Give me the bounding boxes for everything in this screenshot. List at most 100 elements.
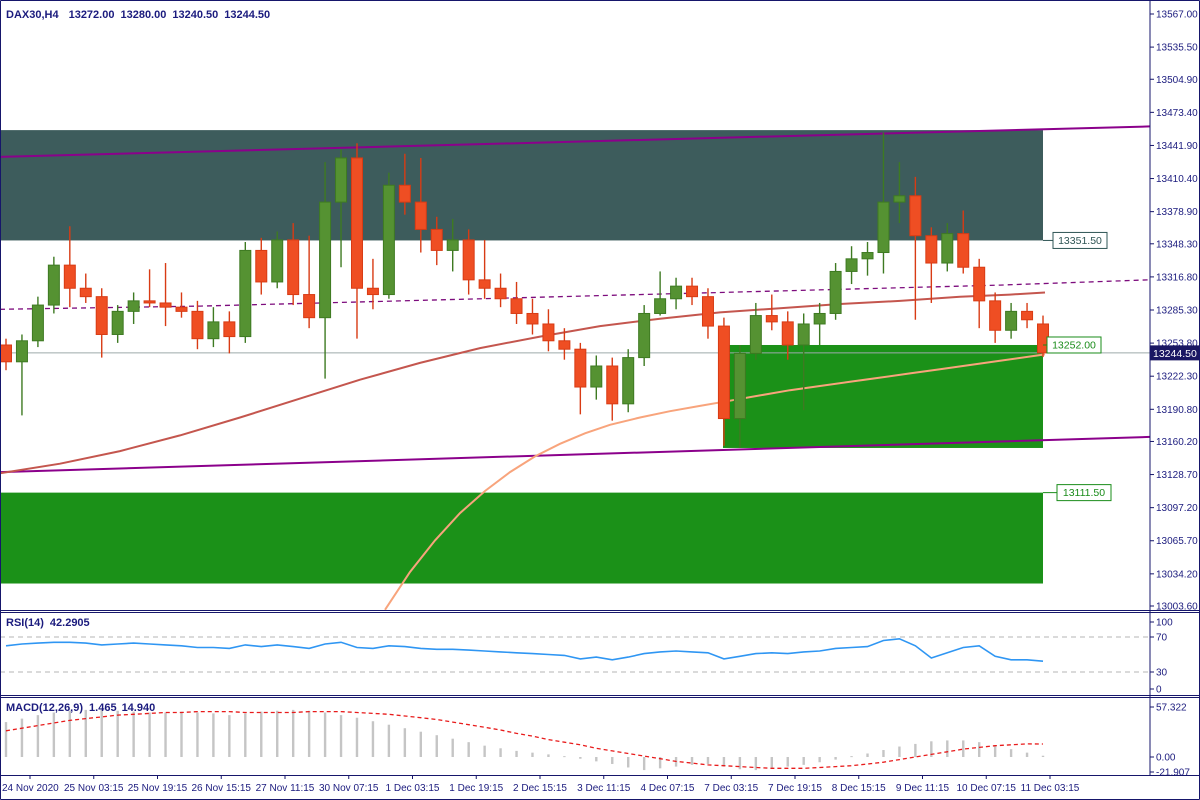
time-axis-label: 9 Dec 11:15 [896,783,950,794]
macd-histogram-bar [786,757,789,767]
candle [654,271,667,316]
candle [909,176,922,320]
level-label-13351.50[interactable]: 13351.50 [1043,231,1108,249]
macd-histogram-bar [595,757,598,762]
candle [143,269,156,308]
macd-histogram-bar [738,757,742,770]
macd-histogram-bar [499,748,502,757]
candle [829,263,842,320]
price-axis-label: 13535.50 [1156,43,1198,54]
macd-histogram-bar [228,715,231,757]
price-axis[interactable]: 13567.00 13535.50 13504.90 13473.40 13441.90… [1150,10,1200,613]
candle [893,162,906,224]
time-axis-label: 11 Dec 03:15 [1021,783,1080,794]
candle [765,294,778,331]
candle [207,307,220,348]
macd-histogram-bar [882,750,885,757]
candle [175,292,188,318]
demand-zone-lower[interactable] [0,492,1043,584]
candle [478,239,491,299]
upper-trendline[interactable] [0,125,1151,158]
macd-histogram-bar [850,756,853,758]
macd-histogram-bar [627,757,630,768]
macd-histogram-bar [20,718,24,757]
price-axis-label: 13128.70 [1156,470,1198,481]
macd-histogram-bar [276,710,279,757]
rsi-label: RSI(14) 42.2905 [6,617,90,629]
candle [717,317,730,446]
candle [813,302,826,345]
macd-histogram-bar [977,742,981,757]
macd-histogram-bar [898,746,901,757]
macd-histogram-bar [323,712,327,757]
price-axis-label: 13190.80 [1156,405,1198,416]
macd-histogram-bar [914,743,917,757]
price-axis-label: 13410.40 [1156,174,1198,185]
candle [414,157,427,253]
macd-histogram-bar [690,757,694,765]
symbol-ohlc-title: DAX30,H4 13272.00 13280.00 13240.50 13244.50 [6,9,270,21]
trendlines[interactable] [0,125,1151,474]
candle [287,223,300,306]
rsi-axis-label: 30 [1156,668,1168,679]
level-label-13111.50[interactable]: 13111.50 [1043,484,1112,502]
macd-histogram-bar [148,712,151,757]
ma-dashed-purple [0,279,1151,310]
ma-brown [0,291,1046,475]
time-axis-label: 26 Nov 15:15 [192,783,252,794]
macd-histogram-bar [196,712,199,757]
macd-histogram-bar [658,757,662,769]
candle [366,258,379,310]
macd-histogram-bar [515,750,518,757]
ma-salmon [384,353,1046,611]
candle [95,288,108,358]
macd-histogram-bar [371,721,375,757]
macd-label: MACD(12,26,9) 1.465 14.940 [6,702,155,714]
level-label-13252.00[interactable]: 13252.00 [1043,336,1102,354]
macd-histogram-bar [946,740,949,757]
candle [941,223,954,272]
price-axis-label: 13065.70 [1156,536,1198,547]
candle [558,328,571,360]
price-axis-label: 13160.20 [1156,437,1198,448]
price-level-labels[interactable]: 13351.50 13252.00 13111.50 [1043,231,1112,502]
macd-histogram-bar [435,735,438,757]
demand-zone-upper[interactable] [723,344,1043,448]
macd-histogram-bar [802,757,805,765]
time-axis-label: 7 Dec 19:15 [768,783,822,794]
time-axis[interactable]: 24 Nov 2020 25 Nov 03:15 25 Nov 19:15 26 No… [2,775,1080,794]
candle [590,355,603,400]
supply-zone[interactable] [0,130,1043,241]
candle [462,229,475,295]
macd-histogram-bar [611,757,614,764]
candle [398,153,411,215]
macd-histogram-bar [84,709,87,757]
time-axis-label: 25 Nov 19:15 [128,783,188,794]
candle [781,311,794,360]
time-axis-label: 1 Dec 19:15 [449,783,503,794]
candle [494,273,507,308]
macd-axis-label: -21.907 [1156,768,1190,779]
time-axis-label: 10 Dec 07:15 [957,783,1017,794]
supply-demand-zones[interactable] [0,130,1043,584]
rsi-panel: 100 70 30 0 [0,618,1173,696]
level-price-text: 13351.50 [1058,235,1102,247]
time-axis-label: 8 Dec 15:15 [832,783,886,794]
macd-histogram-bar [100,709,103,757]
macd-histogram-bar [1009,749,1013,757]
macd-histogram-bar [244,713,247,757]
lower-trendline[interactable] [0,435,1151,474]
price-axis-label: 13097.20 [1156,503,1198,514]
price-axis-label: 13473.40 [1156,108,1198,119]
macd-histogram-bar [291,709,295,757]
macd-histogram-bar [962,740,965,757]
candle [701,288,714,339]
price-axis-label: 13316.80 [1156,272,1198,283]
macd-histogram-bar [260,711,263,757]
macd-panel: 57.322 0.00 -21.907 [4,702,1190,779]
candle [797,313,810,411]
candle [63,226,76,308]
macd-histogram-bar [563,756,566,758]
macd-histogram-bar [419,731,423,757]
